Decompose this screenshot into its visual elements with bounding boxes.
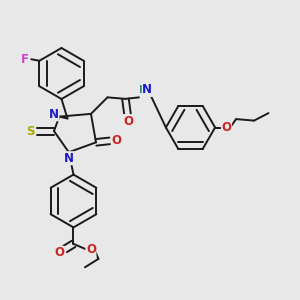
Text: O: O (54, 246, 64, 260)
Text: N: N (142, 83, 152, 96)
Text: H: H (139, 85, 148, 95)
Text: O: O (111, 134, 122, 147)
Text: N: N (49, 108, 59, 121)
Text: N: N (64, 152, 74, 165)
Text: O: O (124, 115, 134, 128)
Text: S: S (26, 124, 35, 138)
Text: F: F (20, 53, 28, 66)
Text: O: O (221, 121, 232, 134)
Text: O: O (86, 243, 96, 256)
